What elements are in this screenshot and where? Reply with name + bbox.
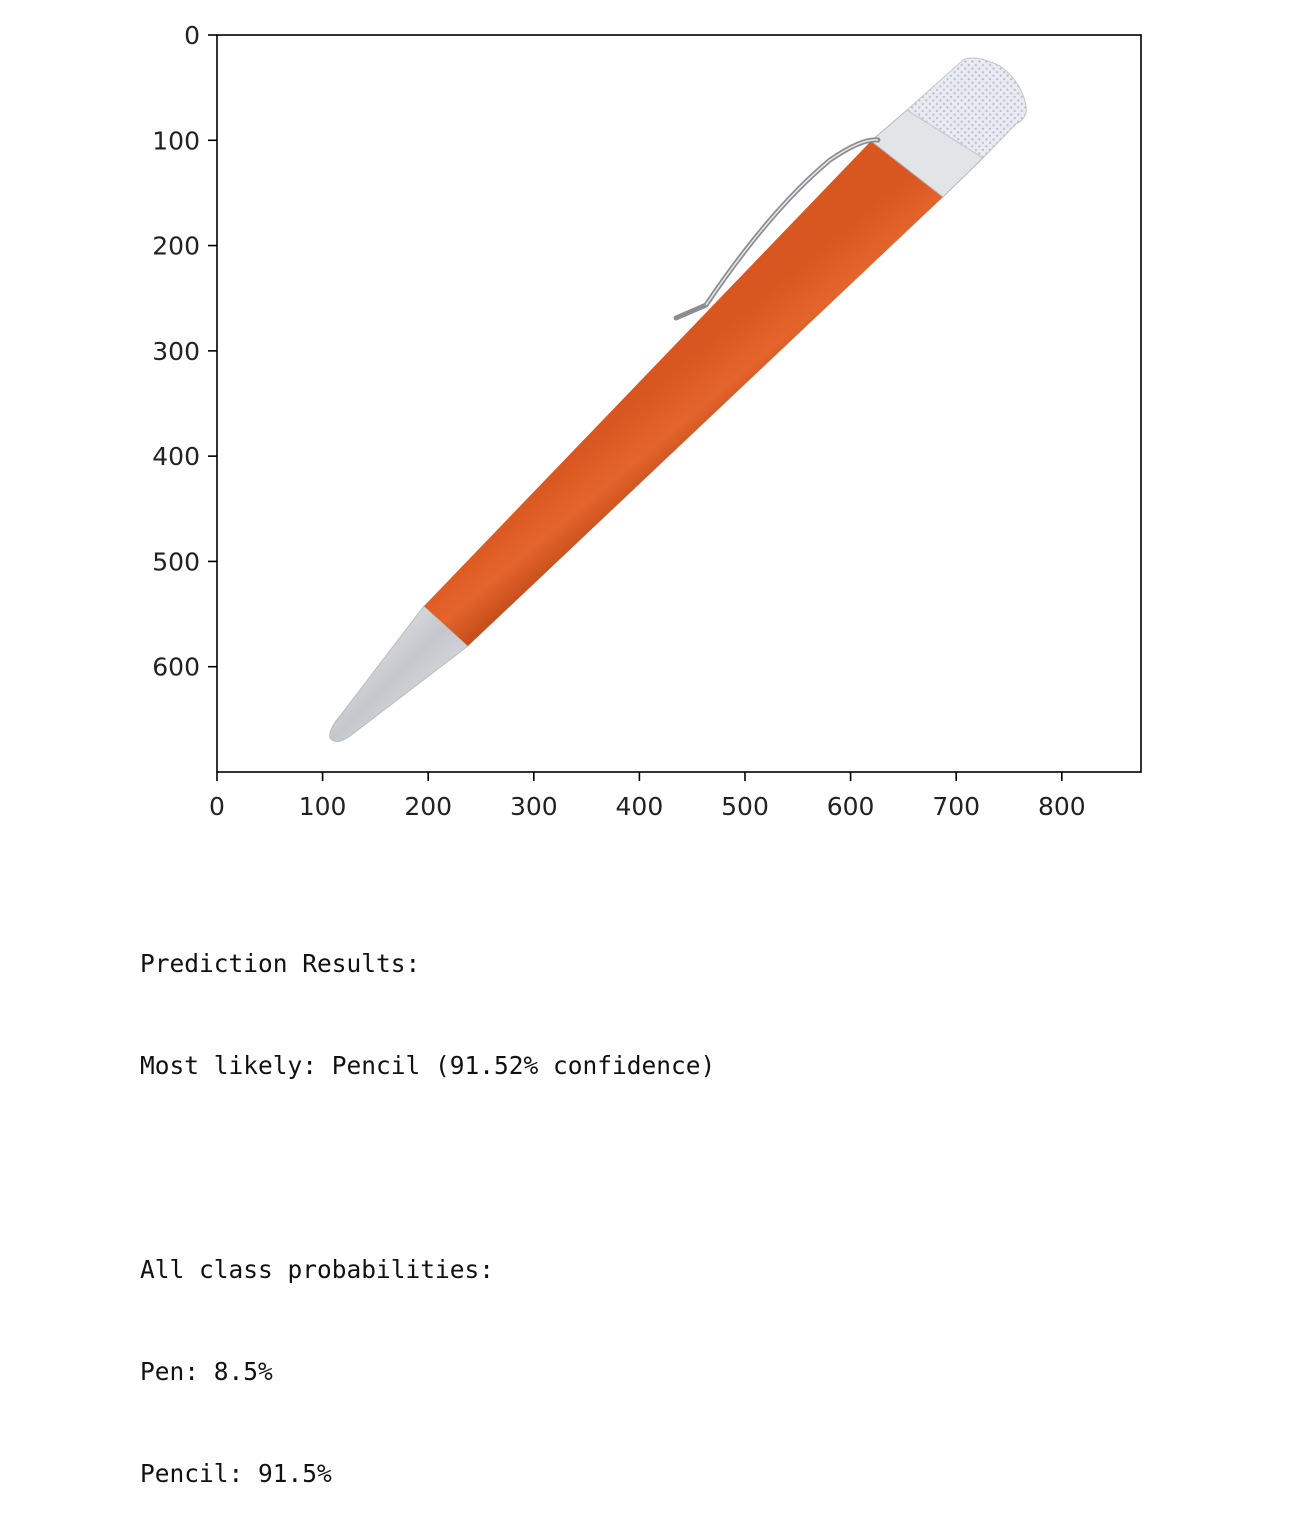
pen-image [329, 57, 1027, 742]
y-tick-label: 200 [152, 232, 200, 261]
output-heading: Prediction Results: [140, 949, 421, 978]
x-tick-label: 800 [1038, 792, 1086, 821]
x-tick-label: 300 [510, 792, 558, 821]
x-tick-label: 200 [404, 792, 452, 821]
y-tick-label: 100 [152, 126, 200, 155]
y-tick-label: 500 [152, 547, 200, 576]
x-tick-label: 100 [299, 792, 347, 821]
plot-frame [216, 34, 1142, 773]
y-axis: 0 100 200 300 400 500 600 [152, 21, 217, 682]
y-tick-label: 0 [184, 21, 200, 50]
y-tick-label: 300 [152, 337, 200, 366]
pen-cap [906, 57, 1027, 159]
prediction-output: Prediction Results: Most likely: Pencil … [140, 879, 715, 1525]
x-axis: 0 100 200 300 400 500 600 700 800 [209, 772, 1086, 821]
y-tick-label: 600 [152, 653, 200, 682]
pen-barrel [424, 141, 943, 646]
output-most-likely: Most likely: Pencil (91.52% confidence) [140, 1051, 716, 1080]
x-tick-label: 700 [932, 792, 980, 821]
x-tick-label: 600 [827, 792, 875, 821]
matplotlib-figure: 0 100 200 300 400 500 600 700 800 0 100 200 300 400 5… [152, 21, 1142, 821]
output-blank-line [140, 1151, 715, 1185]
y-tick-label: 400 [152, 442, 200, 471]
x-tick-label: 400 [616, 792, 664, 821]
pen-tip [329, 605, 469, 742]
x-tick-label: 500 [721, 792, 769, 821]
x-tick-label: 0 [209, 792, 225, 821]
output-prob-pen: Pen: 8.5% [140, 1357, 273, 1386]
output-prob-pencil: Pencil: 91.5% [140, 1459, 332, 1488]
output-probs-heading: All class probabilities: [140, 1255, 495, 1284]
